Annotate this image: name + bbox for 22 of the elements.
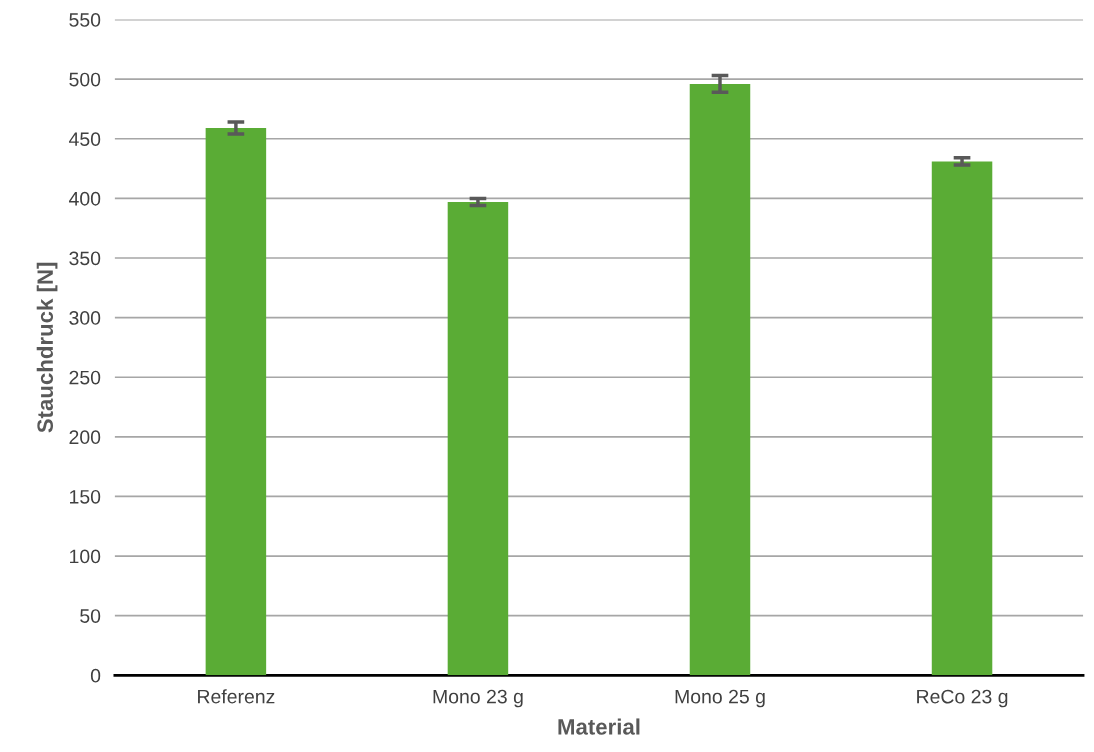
y-tick-label: 50 bbox=[80, 609, 101, 623]
y-tick-label: 550 bbox=[69, 13, 101, 27]
y-tick-label: 100 bbox=[70, 549, 101, 564]
y-tick-label: 450 bbox=[68, 132, 101, 147]
y-tick-label: 350 bbox=[69, 251, 101, 266]
x-tick-label: Mono 23 g bbox=[433, 689, 523, 708]
x-tick-label: Mono 25 g bbox=[675, 689, 765, 708]
x-tick-label: Referenz bbox=[198, 689, 275, 704]
y-tick-label: 250 bbox=[69, 370, 101, 385]
x-tick-label: ReCo 23 g bbox=[917, 689, 1008, 708]
y-tick-label: 400 bbox=[68, 191, 101, 206]
bar bbox=[689, 83, 751, 676]
bar bbox=[931, 161, 993, 676]
bar bbox=[205, 128, 267, 676]
x-axis-title: Material bbox=[558, 718, 640, 735]
y-axis-title: Stauchdruck [N] bbox=[36, 262, 58, 433]
y-tick-label: 500 bbox=[69, 72, 101, 87]
y-tick-label: 150 bbox=[70, 489, 101, 504]
y-tick-label: 200 bbox=[69, 430, 101, 445]
bar bbox=[447, 201, 509, 676]
y-tick-label: 0 bbox=[90, 668, 101, 683]
y-tick-label: 300 bbox=[69, 311, 101, 325]
